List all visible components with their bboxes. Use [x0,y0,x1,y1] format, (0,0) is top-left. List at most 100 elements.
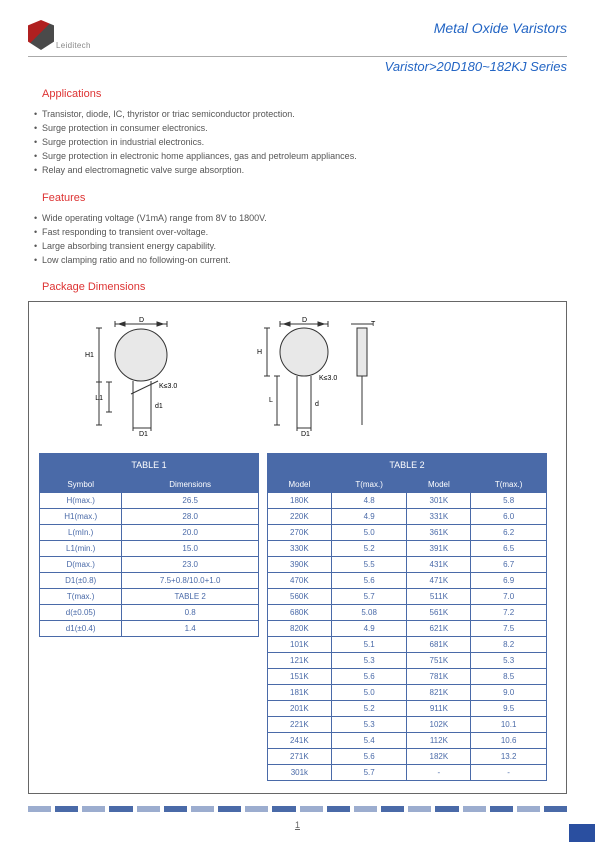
table1-caption: TABLE 1 [40,454,259,477]
table2-caption: TABLE 2 [268,454,547,477]
td: 5.7 [331,589,407,605]
td: L(mIn.) [40,525,122,541]
td: 5.0 [331,525,407,541]
section-applications-title: Applications [42,88,567,100]
td: 751K [407,653,471,669]
logo-text: Leiditech [56,41,91,50]
td: D(max.) [40,557,122,573]
td: 9.0 [471,685,547,701]
td: 4.9 [331,621,407,637]
td: 7.5+0.8/10.0+1.0 [122,573,259,589]
th: Dimensions [122,477,259,493]
td: 181K [268,685,332,701]
th: T(max.) [331,477,407,493]
td: 20.0 [122,525,259,541]
td: 0.8 [122,605,259,621]
td: 511K [407,589,471,605]
td: H1(max.) [40,509,122,525]
td: 560K [268,589,332,605]
list-item: Transistor, diode, IC, thyristor or tria… [34,108,567,122]
doc-title: Metal Oxide Varistors [434,20,567,36]
td: 5.2 [331,701,407,717]
td: 121K [268,653,332,669]
table-1: TABLE 1 Symbol Dimensions H(max.)26.5H1(… [39,453,259,637]
package-box: D H1 L1 K≤3.0 d1 D1 [28,301,567,794]
td: 5.08 [331,605,407,621]
th: T(max.) [471,477,547,493]
td: 6.0 [471,509,547,525]
td: 271K [268,749,332,765]
list-item: Low clamping ratio and no following-on c… [34,254,567,268]
dim-d2: D [302,317,307,324]
td: 26.5 [122,493,259,509]
list-item: Surge protection in electronic home appl… [34,150,567,164]
td: 270K [268,525,332,541]
td: 7.2 [471,605,547,621]
td: 821K [407,685,471,701]
td: 5.8 [471,493,547,509]
page-header: Leiditech Metal Oxide Varistors [28,20,567,57]
td: L1(min.) [40,541,122,557]
td: 621K [407,621,471,637]
td: 6.9 [471,573,547,589]
td: 680K [268,605,332,621]
td: 331K [407,509,471,525]
section-features-title: Features [42,192,567,204]
td: d(±0.05) [40,605,122,621]
tables-row: TABLE 1 Symbol Dimensions H(max.)26.5H1(… [39,453,556,781]
td: d1(±0.4) [40,621,122,637]
td: 301k [268,765,332,781]
list-item: Surge protection in industrial electroni… [34,136,567,150]
td: 561K [407,605,471,621]
td: - [471,765,547,781]
package-diagram-2: D H L K≤3.0 d D1 T [249,320,399,435]
td: TABLE 2 [122,589,259,605]
td: 6.5 [471,541,547,557]
td: 241K [268,733,332,749]
td: 781K [407,669,471,685]
td: D1(±0.8) [40,573,122,589]
td: 390K [268,557,332,573]
td: 10.6 [471,733,547,749]
td: 5.3 [331,717,407,733]
td: 101K [268,637,332,653]
td: 4.9 [331,509,407,525]
td: 5.6 [331,669,407,685]
td: 391K [407,541,471,557]
td: 330K [268,541,332,557]
td: 180K [268,493,332,509]
td: 112K [407,733,471,749]
td: H(max.) [40,493,122,509]
td: 4.8 [331,493,407,509]
td: 23.0 [122,557,259,573]
package-diagram-1: D H1 L1 K≤3.0 d1 D1 [79,320,209,435]
td: 820K [268,621,332,637]
applications-list: Transistor, diode, IC, thyristor or tria… [34,108,567,178]
td: 7.0 [471,589,547,605]
corner-icon [569,824,595,842]
td: 431K [407,557,471,573]
th: Model [407,477,471,493]
td: 1.4 [122,621,259,637]
page-number: 1 [0,820,595,830]
dim-d1lead: d1 [155,403,163,410]
td: 13.2 [471,749,547,765]
footer-decoration [28,806,567,812]
dim-d1: D1 [139,431,148,438]
td: 8.5 [471,669,547,685]
td: 911K [407,701,471,717]
diagrams: D H1 L1 K≤3.0 d1 D1 [79,320,556,435]
section-package-title: Package Dimensions [42,281,567,293]
list-item: Surge protection in consumer electronics… [34,122,567,136]
td: 5.6 [331,573,407,589]
td: 5.1 [331,637,407,653]
td: T(max.) [40,589,122,605]
list-item: Fast responding to transient over-voltag… [34,226,567,240]
th: Model [268,477,332,493]
td: 5.3 [471,653,547,669]
td: 151K [268,669,332,685]
features-list: Wide operating voltage (V1mA) range from… [34,212,567,268]
th: Symbol [40,477,122,493]
dim-l: L [269,397,273,404]
td: 221K [268,717,332,733]
